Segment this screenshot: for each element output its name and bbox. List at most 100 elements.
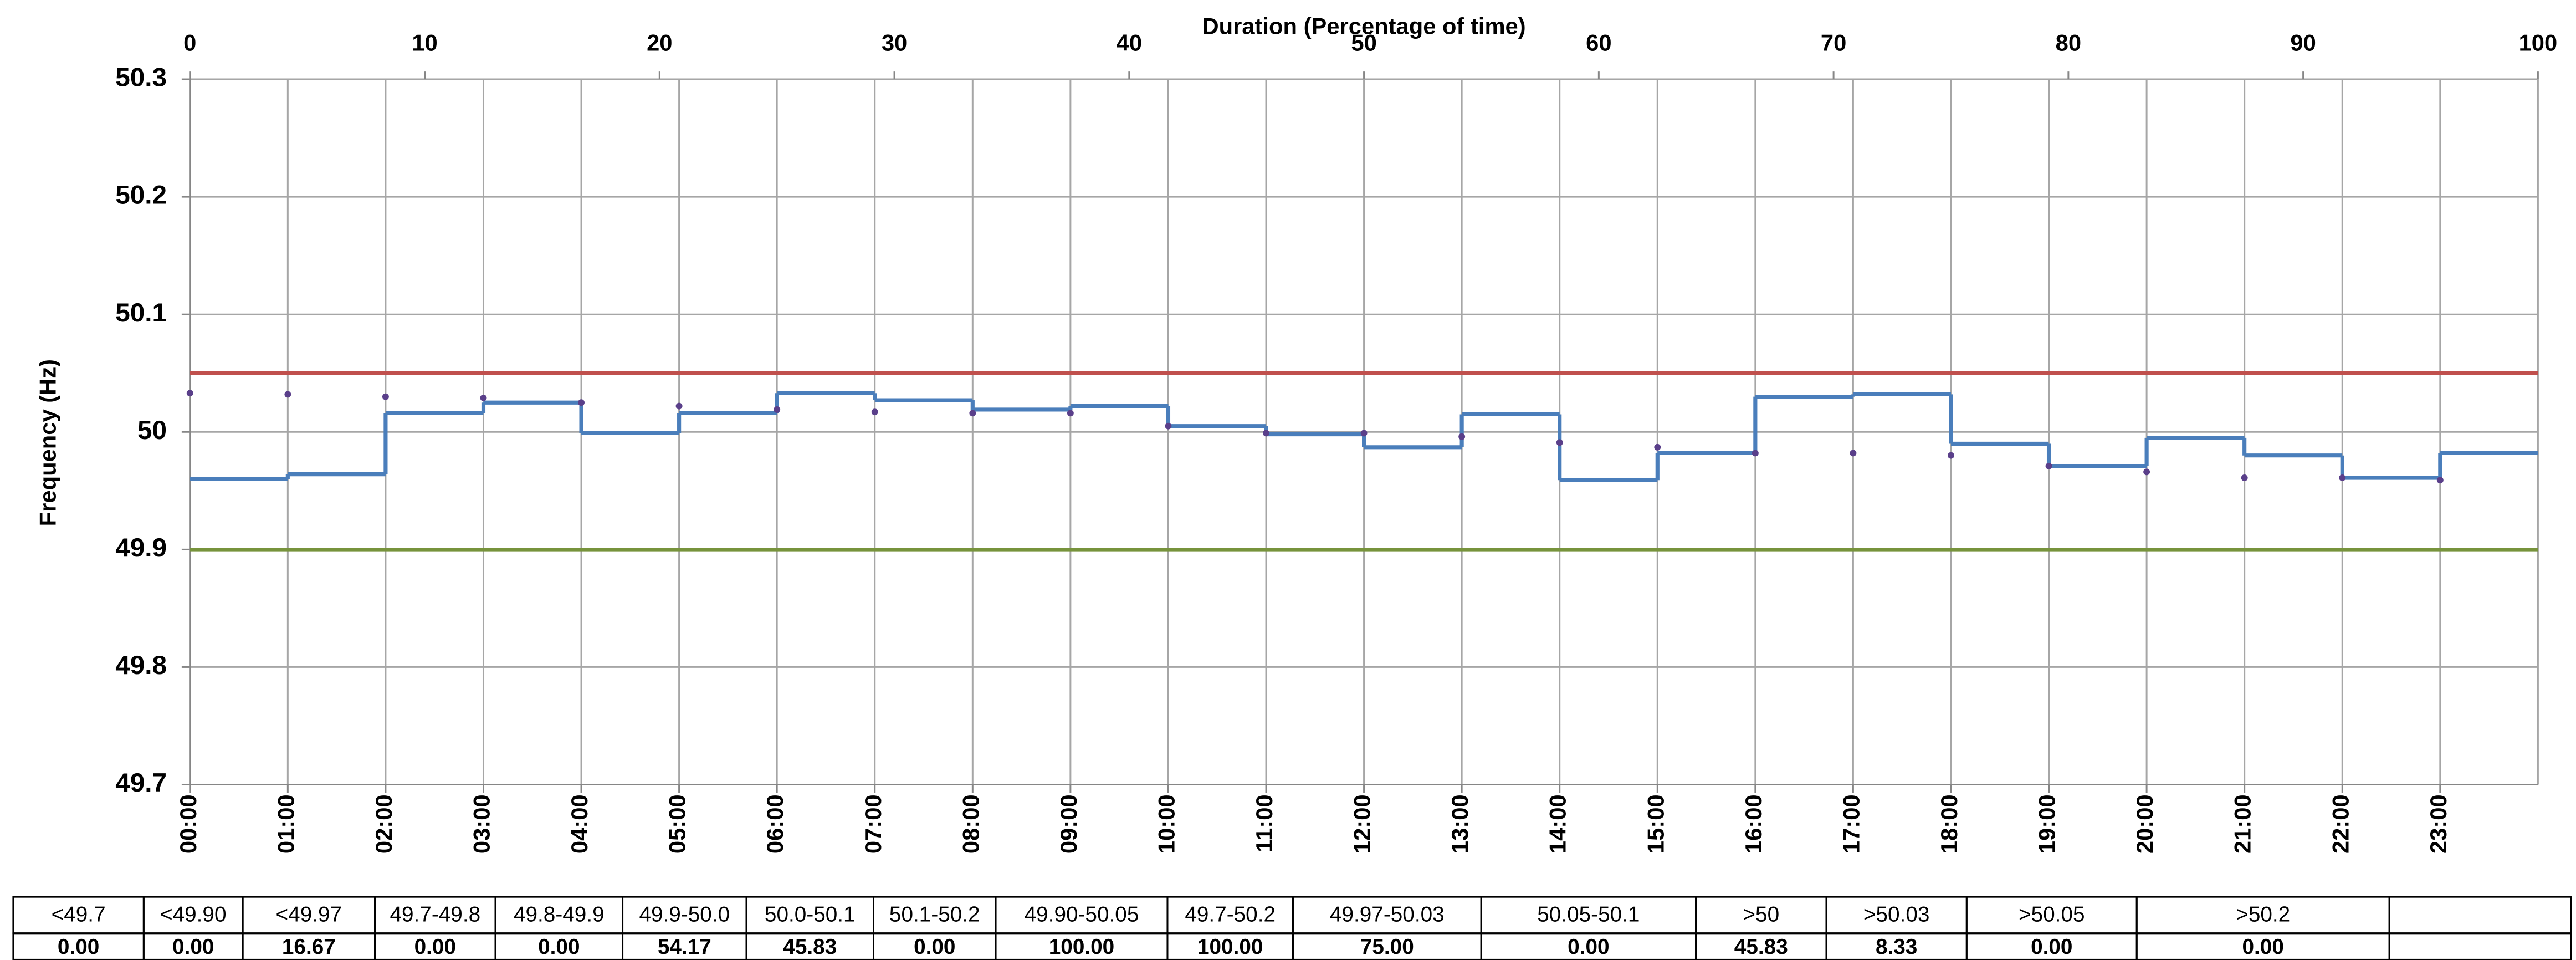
y-tick-label: 49.8 xyxy=(115,651,167,680)
x2-tick-label: 40 xyxy=(1117,29,1142,55)
table-value: 0.00 xyxy=(1568,935,1609,959)
x-tick-label: 02:00 xyxy=(371,794,397,854)
point xyxy=(969,410,976,417)
point xyxy=(675,402,683,410)
table-value: 0.00 xyxy=(2242,935,2284,959)
point xyxy=(1458,433,1466,440)
x2-axis-title: Duration (Percentage of time) xyxy=(1202,13,1526,39)
x-tick-label: 21:00 xyxy=(2230,794,2256,854)
point xyxy=(578,399,585,406)
x2-tick-label: 0 xyxy=(183,29,196,55)
table-value: 45.83 xyxy=(1734,935,1788,959)
x-tick-label: 20:00 xyxy=(2132,794,2158,854)
x-tick-label: 19:00 xyxy=(2034,794,2060,854)
table-header: 50.0-50.1 xyxy=(765,903,856,927)
point xyxy=(871,408,878,416)
point xyxy=(1850,450,1857,457)
table-header: 50.1-50.2 xyxy=(889,903,980,927)
y-tick-label: 50.3 xyxy=(115,63,167,93)
table-value: 45.83 xyxy=(783,935,837,959)
point xyxy=(2045,462,2052,469)
point xyxy=(2143,468,2150,476)
table-cell xyxy=(2135,932,2390,960)
point xyxy=(1752,450,1759,457)
y-tick-label: 50.2 xyxy=(115,181,167,210)
table-header: >50 xyxy=(1743,903,1779,927)
y-tick-label: 50.1 xyxy=(115,298,167,328)
point xyxy=(2339,474,2346,481)
table-value: 0.00 xyxy=(2031,935,2072,959)
x-tick-label: 05:00 xyxy=(664,794,690,854)
table-value: 0.00 xyxy=(58,935,99,959)
point xyxy=(2436,477,2444,484)
table-value: 0.00 xyxy=(538,935,580,959)
x-tick-label: 13:00 xyxy=(1447,794,1473,854)
point xyxy=(1654,443,1661,451)
point xyxy=(1948,452,1954,459)
table-value: 0.00 xyxy=(414,935,456,959)
x-tick-label: 00:00 xyxy=(175,794,201,854)
x-tick-label: 15:00 xyxy=(1642,794,1668,854)
x-tick-label: 23:00 xyxy=(2425,794,2451,854)
point xyxy=(284,391,291,398)
point xyxy=(186,390,193,397)
x-tick-label: 14:00 xyxy=(1545,794,1571,854)
table-header: <49.97 xyxy=(276,903,342,927)
table-value: 16.67 xyxy=(282,935,336,959)
y-axis-title: Frequency (Hz) xyxy=(34,359,60,526)
table-header: 49.9-50.0 xyxy=(639,903,730,927)
x2-tick-label: 80 xyxy=(2056,29,2081,55)
table-value: 100.00 xyxy=(1197,935,1263,959)
x-tick-label: 17:00 xyxy=(1838,794,1864,854)
x-tick-label: 10:00 xyxy=(1153,794,1179,854)
x2-tick-label: 30 xyxy=(882,29,907,55)
table-header: >50.03 xyxy=(1863,903,1930,927)
point xyxy=(1263,430,1269,437)
x-tick-label: 04:00 xyxy=(566,794,592,854)
x-tick-label: 12:00 xyxy=(1349,794,1375,854)
point xyxy=(480,394,487,401)
table-value: 100.00 xyxy=(1049,935,1114,959)
point xyxy=(382,393,389,400)
table-value: 75.00 xyxy=(1360,935,1414,959)
point xyxy=(774,406,781,413)
point xyxy=(1360,430,1368,437)
x-tick-label: 11:00 xyxy=(1251,794,1277,852)
x2-tick-label: 10 xyxy=(412,29,437,55)
table-header: <49.7 xyxy=(52,903,106,927)
y-tick-label: 49.7 xyxy=(115,768,167,798)
x-tick-label: 22:00 xyxy=(2327,794,2353,854)
table-header: >50.05 xyxy=(2019,903,2085,927)
x-tick-label: 01:00 xyxy=(273,794,299,854)
table-header: <49.90 xyxy=(160,903,227,927)
x-tick-label: 08:00 xyxy=(957,794,984,854)
point xyxy=(1067,410,1074,417)
x2-tick-label: 20 xyxy=(647,29,672,55)
table-header: >50.2 xyxy=(2236,903,2290,927)
empty-cell xyxy=(2388,932,2572,960)
table-value: 0.00 xyxy=(172,935,214,959)
table-header: 50.05-50.1 xyxy=(1537,903,1640,927)
x2-tick-label: 70 xyxy=(1821,29,1846,55)
point xyxy=(1556,439,1563,446)
point xyxy=(2241,474,2248,481)
empty-cell xyxy=(2388,896,2572,935)
y-tick-label: 49.9 xyxy=(115,533,167,563)
table-header: 49.97-50.03 xyxy=(1330,903,1445,927)
table-header: 49.7-49.8 xyxy=(390,903,480,927)
x-tick-label: 03:00 xyxy=(468,794,494,854)
x-tick-label: 09:00 xyxy=(1056,794,1082,854)
y-tick-label: 50 xyxy=(137,416,167,445)
x-tick-label: 07:00 xyxy=(860,794,886,854)
x-tick-label: 06:00 xyxy=(762,794,788,854)
x2-tick-label: 100 xyxy=(2519,29,2558,55)
table-value: 0.00 xyxy=(914,935,955,959)
x2-tick-label: 90 xyxy=(2290,29,2316,55)
table-header: 49.90-50.05 xyxy=(1025,903,1139,927)
x2-tick-label: 60 xyxy=(1586,29,1611,55)
x-tick-label: 18:00 xyxy=(1936,794,1962,854)
table-header: 49.8-49.9 xyxy=(514,903,605,927)
table-value: 8.33 xyxy=(1876,935,1917,959)
